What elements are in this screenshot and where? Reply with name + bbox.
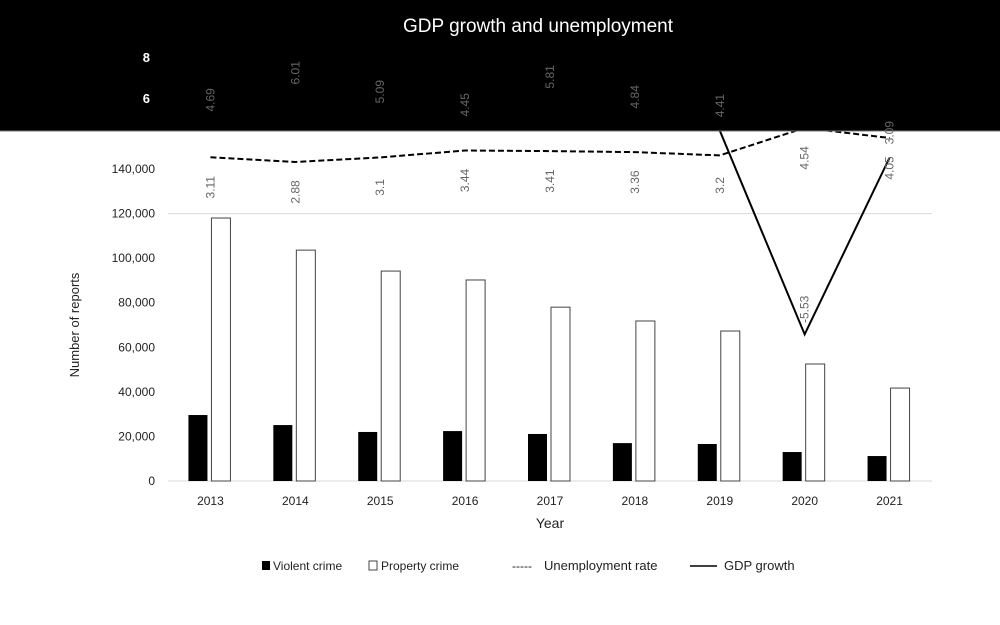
line-unemployment-rate (210, 126, 890, 163)
y-tick-label: 100,000 (112, 251, 156, 265)
data-label-gdp-growth: 4.45 (458, 93, 472, 117)
x-tick-label: 2016 (452, 494, 479, 508)
data-label-unemployment: 3.2 (713, 177, 727, 194)
bar-violent-crime-2018 (612, 443, 632, 481)
data-label-gdp-growth: 4.41 (713, 94, 727, 118)
legend-label-unemployment-rate: Unemployment rate (544, 558, 657, 573)
data-label-gdp-growth: 5.09 (373, 80, 387, 104)
bar-violent-crime-2020 (782, 452, 802, 481)
data-label-unemployment: 3.1 (373, 179, 387, 196)
legend-label-gdp-growth: GDP growth (724, 558, 795, 573)
y2-tick-label: 6 (143, 91, 150, 106)
data-label-unemployment: 2.88 (288, 180, 302, 204)
data-label-unemployment: 4.05 (883, 156, 897, 180)
data-label-gdp-growth: 4.84 (628, 85, 642, 109)
data-label-gdp-growth: 3.09 (883, 121, 897, 145)
y-tick-label: 120,000 (112, 207, 156, 221)
data-label-unemployment: 3.44 (458, 168, 472, 192)
bar-property-crime-2017 (550, 306, 571, 482)
data-label-gdp-growth: -5.53 (798, 295, 812, 323)
bar-violent-crime-2015 (358, 431, 378, 481)
data-label-unemployment: 4.54 (798, 146, 812, 170)
x-tick-label: 2015 (367, 494, 394, 508)
y-tick-label: 0 (148, 474, 155, 488)
x-axis-title: Year (536, 515, 565, 531)
y-tick-label: 140,000 (112, 162, 156, 176)
y-tick-label: 80,000 (118, 296, 155, 310)
y-tick-label: 60,000 (118, 340, 155, 354)
data-label-unemployment: 3.41 (543, 169, 557, 193)
bar-violent-crime-2014 (273, 425, 293, 481)
bar-property-crime-2020 (805, 363, 826, 482)
data-label-unemployment: 3.36 (628, 170, 642, 194)
x-tick-label: 2014 (282, 494, 309, 508)
bar-violent-crime-2021 (867, 456, 887, 481)
y2-tick-label: 8 (143, 50, 150, 65)
x-tick-label: 2021 (876, 494, 903, 508)
x-tick-label: 2013 (197, 494, 224, 508)
chart-title: GDP growth and unemployment (403, 16, 674, 37)
bar-violent-crime-2019 (697, 444, 717, 481)
y-axis-title: Number of reports (67, 272, 82, 377)
x-tick-label: 2017 (537, 494, 564, 508)
legend-swatch-violent-crime (262, 561, 270, 570)
data-label-unemployment: 3.11 (203, 176, 217, 199)
bar-property-crime-2019 (720, 330, 741, 482)
y-tick-label: 40,000 (118, 385, 155, 399)
x-tick-label: 2019 (706, 494, 733, 508)
bar-property-crime-2018 (635, 320, 656, 482)
legend-swatch-property-crime (368, 560, 378, 571)
legend-label-property-crime: Property crime (381, 559, 459, 573)
bar-property-crime-2014 (295, 249, 316, 482)
y-tick-label: 20,000 (118, 429, 155, 443)
bar-property-crime-2013 (210, 217, 231, 482)
data-label-gdp-growth: 4.69 (203, 88, 217, 112)
data-label-gdp-growth: 6.01 (288, 61, 302, 85)
x-tick-label: 2018 (622, 494, 649, 508)
data-label-gdp-growth: 5.81 (543, 65, 557, 89)
bar-violent-crime-2017 (528, 433, 547, 481)
x-tick-label: 2020 (791, 494, 818, 508)
header-band (0, 0, 1000, 131)
bar-violent-crime-2016 (443, 431, 463, 481)
legend-label-violent-crime: Violent crime (273, 559, 342, 573)
bar-property-crime-2015 (380, 270, 401, 482)
legend-prefix-unemployment: ----- (512, 559, 532, 573)
bar-violent-crime-2013 (188, 415, 208, 481)
bar-property-crime-2021 (890, 387, 911, 482)
bar-property-crime-2016 (465, 279, 486, 482)
